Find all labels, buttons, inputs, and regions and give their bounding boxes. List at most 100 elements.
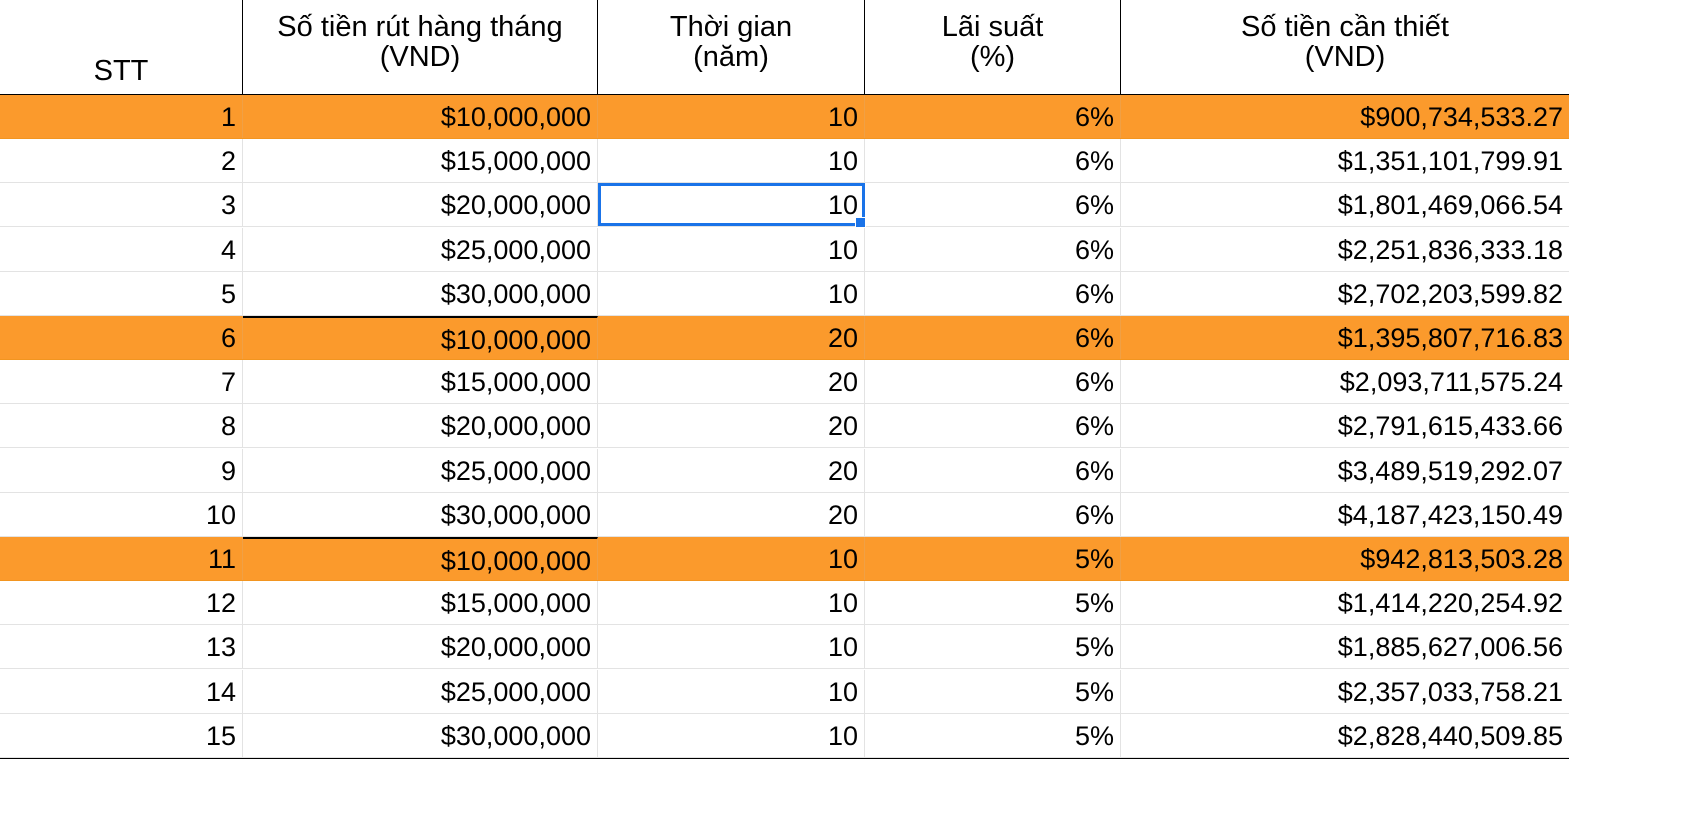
cell-stt[interactable]: 7 xyxy=(0,360,243,404)
cell-required-amount[interactable]: $2,791,615,433.66 xyxy=(1337,411,1563,442)
header-duration[interactable]: Thời gian (năm) xyxy=(598,0,865,94)
table-row: 1 $10,000,000 10 6% $900,734,533.27 xyxy=(0,95,1569,139)
table-row: 15 $30,000,000 10 5% $2,828,440,509.85 xyxy=(0,713,1569,758)
cell-stt[interactable]: 8 xyxy=(0,404,243,448)
table-row: 11 $10,000,000 10 5% $942,813,503.28 xyxy=(0,537,1569,581)
selected-cell[interactable]: 10 xyxy=(598,183,866,229)
cell-required-amount[interactable]: $1,414,220,254.92 xyxy=(1337,588,1563,619)
cell-required-amount[interactable]: $1,801,469,066.54 xyxy=(1337,190,1563,221)
cell-stt[interactable]: 10 xyxy=(0,492,243,536)
cell-interest-rate[interactable]: 5% xyxy=(865,713,1121,757)
cell-monthly-withdrawal[interactable]: $20,000,000 xyxy=(243,183,598,227)
cell-duration[interactable]: 20 xyxy=(598,448,865,492)
cell-duration[interactable]: 10 xyxy=(598,537,865,580)
cell-duration[interactable]: 10 xyxy=(598,139,865,183)
cell-stt[interactable]: 4 xyxy=(0,227,243,271)
cell-stt[interactable]: 1 xyxy=(0,95,243,138)
header-duration-line1: Thời gian xyxy=(669,11,793,43)
cell-duration[interactable]: 10 xyxy=(598,713,865,757)
cell-duration[interactable]: 10 xyxy=(598,95,865,138)
cell-monthly-withdrawal[interactable]: $10,000,000 xyxy=(243,95,598,138)
header-required-amount[interactable]: Số tiền cần thiết (VND) xyxy=(1121,0,1569,94)
header-monthly-withdrawal[interactable]: Số tiền rút hàng tháng (VND) xyxy=(243,0,598,94)
cell-required-amount[interactable]: $1,351,101,799.91 xyxy=(1337,146,1563,177)
cell-interest-rate[interactable]: 6% xyxy=(865,227,1121,271)
cell-duration[interactable]: 20 xyxy=(598,360,865,404)
cell-interest-rate[interactable]: 5% xyxy=(865,581,1121,625)
table-row: 5 $30,000,000 10 6% $2,702,203,599.82 xyxy=(0,271,1569,316)
cell-duration[interactable]: 10 xyxy=(598,227,865,271)
cell-required-amount[interactable]: $1,395,807,716.83 xyxy=(1337,323,1563,353)
cell-interest-rate[interactable]: 6% xyxy=(865,404,1121,448)
cell-stt[interactable]: 6 xyxy=(0,316,243,359)
cell-required-amount[interactable]: $1,885,627,006.56 xyxy=(1337,632,1563,663)
cell-interest-rate[interactable]: 5% xyxy=(865,625,1121,669)
cell-required-amount[interactable]: $2,357,033,758.21 xyxy=(1337,676,1563,707)
cell-monthly-withdrawal[interactable]: $10,000,000 xyxy=(243,316,598,359)
table-row: 12 $15,000,000 10 5% $1,414,220,254.92 xyxy=(0,581,1569,626)
cell-required-amount[interactable]: $2,702,203,599.82 xyxy=(1337,278,1563,309)
table-row: 6 $10,000,000 20 6% $1,395,807,716.83 xyxy=(0,316,1569,360)
cell-monthly-withdrawal[interactable]: $25,000,000 xyxy=(243,227,598,271)
cell-required-amount[interactable]: $942,813,503.28 xyxy=(1360,544,1563,574)
header-monthly-withdrawal-line1: Số tiền rút hàng tháng xyxy=(277,11,563,43)
cell-duration[interactable]: 20 xyxy=(598,404,865,448)
cell-duration[interactable]: 10 xyxy=(598,581,865,625)
cell-stt[interactable]: 13 xyxy=(0,625,243,669)
cell-required-amount[interactable]: $4,187,423,150.49 xyxy=(1337,499,1563,530)
cell-stt[interactable]: 14 xyxy=(0,669,243,713)
cell-interest-rate[interactable]: 6% xyxy=(865,139,1121,183)
header-required-amount-line2: (VND) xyxy=(1304,41,1386,73)
table-row: 13 $20,000,000 10 5% $1,885,627,006.56 xyxy=(0,625,1569,670)
cell-stt[interactable]: 11 xyxy=(0,537,243,580)
cell-monthly-withdrawal[interactable]: $15,000,000 xyxy=(243,360,598,404)
cell-interest-rate[interactable]: 6% xyxy=(865,271,1121,315)
cell-monthly-withdrawal[interactable]: $15,000,000 xyxy=(243,581,598,625)
cell-monthly-withdrawal[interactable]: $10,000,000 xyxy=(243,537,598,580)
cell-monthly-withdrawal[interactable]: $20,000,000 xyxy=(243,625,598,669)
cell-monthly-withdrawal[interactable]: $15,000,000 xyxy=(243,139,598,183)
cell-stt[interactable]: 5 xyxy=(0,271,243,315)
table-row: 14 $25,000,000 10 5% $2,357,033,758.21 xyxy=(0,669,1569,714)
cell-stt[interactable]: 3 xyxy=(0,183,243,227)
cell-interest-rate[interactable]: 6% xyxy=(865,316,1121,359)
cell-interest-rate[interactable]: 5% xyxy=(865,537,1121,580)
cell-duration[interactable]: 10 xyxy=(598,669,865,713)
header-interest-rate[interactable]: Lãi suất (%) xyxy=(865,0,1121,94)
cell-duration[interactable]: 10 xyxy=(598,271,865,315)
cell-interest-rate[interactable]: 6% xyxy=(865,95,1121,138)
table-row: 2 $15,000,000 10 6% $1,351,101,799.91 xyxy=(0,139,1569,184)
header-stt[interactable]: STT xyxy=(0,0,243,94)
cell-required-amount[interactable]: $2,828,440,509.85 xyxy=(1337,720,1563,751)
cell-duration[interactable]: 20 xyxy=(598,492,865,536)
cell-monthly-withdrawal[interactable]: $30,000,000 xyxy=(243,271,598,315)
cell-interest-rate[interactable]: 6% xyxy=(865,183,1121,227)
cell-required-amount[interactable]: $2,251,836,333.18 xyxy=(1337,234,1563,265)
cell-interest-rate[interactable]: 5% xyxy=(865,669,1121,713)
table-row: 10 $30,000,000 20 6% $4,187,423,150.49 xyxy=(0,492,1569,537)
cell-stt[interactable]: 12 xyxy=(0,581,243,625)
cell-duration[interactable]: 20 xyxy=(598,316,865,359)
table-row: 4 $25,000,000 10 6% $2,251,836,333.18 xyxy=(0,227,1569,272)
cell-required-amount[interactable]: $3,489,519,292.07 xyxy=(1337,455,1563,486)
cell-required-amount[interactable]: $900,734,533.27 xyxy=(1360,102,1563,132)
header-monthly-withdrawal-line2: (VND) xyxy=(379,41,461,73)
cell-monthly-withdrawal[interactable]: $25,000,000 xyxy=(243,669,598,713)
cell-stt[interactable]: 2 xyxy=(0,139,243,183)
cell-stt[interactable]: 9 xyxy=(0,448,243,492)
cell-interest-rate[interactable]: 6% xyxy=(865,448,1121,492)
cell-interest-rate[interactable]: 6% xyxy=(865,492,1121,536)
fill-handle[interactable] xyxy=(855,217,866,229)
cell-required-amount[interactable]: $2,093,711,575.24 xyxy=(1339,367,1563,398)
cell-duration[interactable]: 10 xyxy=(598,625,865,669)
cell-monthly-withdrawal[interactable]: $25,000,000 xyxy=(243,448,598,492)
cell-stt[interactable]: 15 xyxy=(0,713,243,757)
cell-monthly-withdrawal[interactable]: $30,000,000 xyxy=(243,492,598,536)
cell-interest-rate[interactable]: 6% xyxy=(865,360,1121,404)
header-required-amount-line1: Số tiền cần thiết xyxy=(1241,11,1449,43)
spreadsheet-grid: STT Số tiền rút hàng tháng (VND) Thời gi… xyxy=(0,0,1569,759)
table-row: 9 $25,000,000 20 6% $3,489,519,292.07 xyxy=(0,448,1569,493)
header-interest-rate-line1: Lãi suất xyxy=(941,11,1044,43)
cell-monthly-withdrawal[interactable]: $20,000,000 xyxy=(243,404,598,448)
cell-monthly-withdrawal[interactable]: $30,000,000 xyxy=(243,713,598,757)
